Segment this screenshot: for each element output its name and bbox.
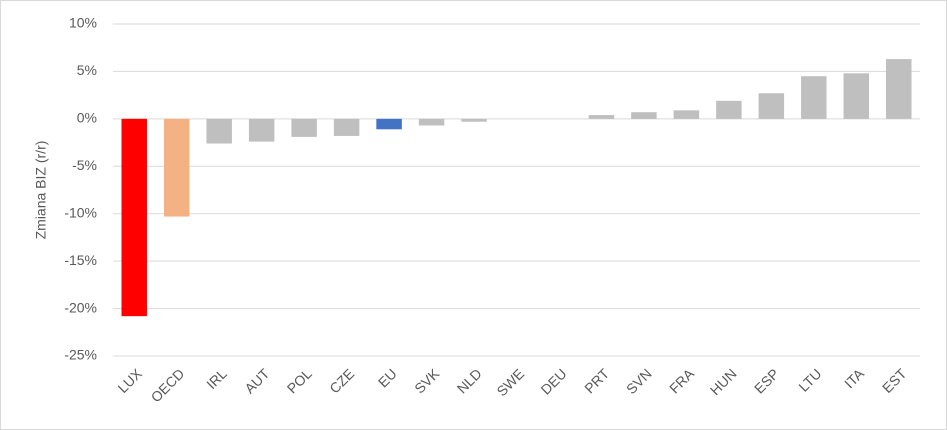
- bar: [716, 100, 742, 119]
- bar: [376, 118, 402, 130]
- bar: [758, 93, 785, 119]
- bar: [588, 115, 615, 119]
- y-tick-label: -10%: [64, 204, 97, 220]
- bar: [163, 118, 190, 217]
- bar: [673, 110, 700, 119]
- bar: [291, 118, 317, 137]
- bar: [461, 118, 487, 122]
- bar: [843, 73, 870, 119]
- y-tick-label: -20%: [64, 299, 97, 315]
- bar: [248, 118, 275, 142]
- y-tick-label: 5%: [77, 62, 97, 78]
- bar: [333, 118, 360, 136]
- y-tick-label: 10%: [69, 15, 97, 31]
- y-tick-label: -15%: [64, 252, 97, 268]
- bar: [206, 118, 232, 144]
- bar: [886, 59, 912, 119]
- bar: [418, 118, 445, 126]
- bar: [801, 76, 827, 119]
- y-tick-label: -25%: [64, 347, 97, 363]
- bar: [121, 118, 147, 317]
- y-tick-label: -5%: [72, 157, 97, 173]
- y-axis-label: Zmiana BIZ (r/r): [33, 141, 49, 240]
- bar: [631, 112, 657, 119]
- y-tick-label: 0%: [77, 110, 97, 126]
